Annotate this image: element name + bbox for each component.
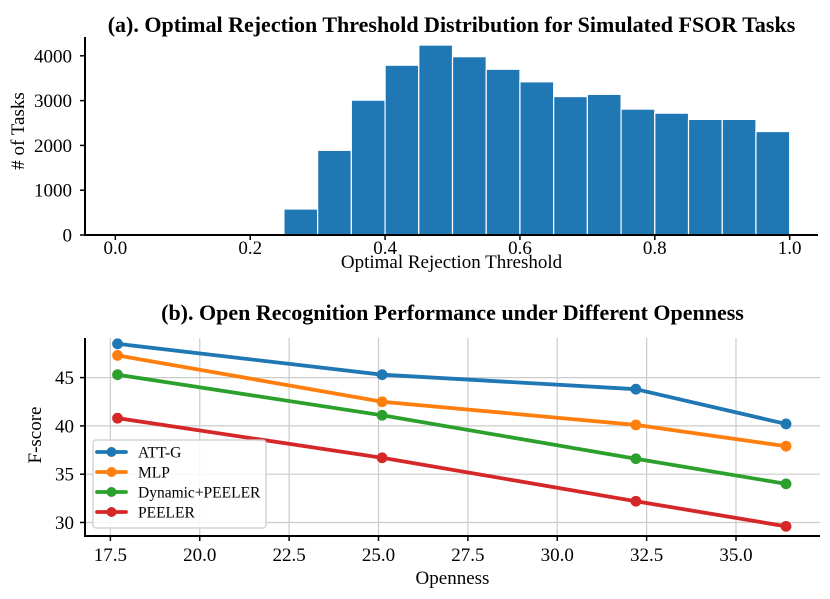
y-tick-label: 4000 — [34, 46, 72, 67]
histogram-bar — [283, 208, 319, 236]
data-point — [630, 495, 642, 507]
y-tick-label: 35 — [55, 465, 74, 486]
legend-box — [92, 439, 267, 529]
line-plot: 17.5 20.0 22.5 25.0 27.5 30.0 32.5 35.0 30 35 40 45… — [55, 338, 820, 566]
legend-entry: ATT-G — [95, 445, 181, 462]
y-tick-label: 0 — [63, 226, 73, 247]
data-point — [112, 412, 123, 424]
legend: ATT-G MLP Dynamic+PEELER PEELER — [92, 439, 267, 529]
y-tick-label: 30 — [55, 513, 74, 534]
data-point — [376, 409, 388, 421]
y-axis-ticks: 0 1000 2000 3000 4000 — [34, 46, 85, 247]
y-tick-label: 1000 — [34, 181, 72, 202]
series-Dynamic+PEELER — [112, 369, 792, 490]
histogram-bar — [519, 81, 555, 236]
histogram-bar — [654, 112, 690, 236]
series-PEELER — [112, 412, 792, 532]
histogram-bar — [687, 118, 723, 236]
x-tick-label: 0.4 — [373, 238, 397, 259]
x-tick-label: 0.8 — [643, 238, 667, 259]
histogram-bar — [451, 56, 487, 236]
data-point — [630, 383, 642, 395]
legend-marker — [106, 467, 117, 477]
data-point — [780, 478, 792, 490]
histogram-plot: 0.0 0.2 0.4 0.6 0.8 1.0 0 1000 2000 3000 4000 — [34, 37, 818, 259]
x-axis-ticks: 0.0 0.2 0.4 0.6 0.8 1.0 — [103, 235, 802, 259]
y-axis-ticks: 30 35 40 45 — [55, 368, 85, 534]
x-tick-label: 20.0 — [183, 545, 216, 566]
x-tick-label: 30.0 — [541, 545, 574, 566]
series-line — [115, 372, 788, 486]
x-tick-label: 17.5 — [94, 545, 127, 566]
histogram-bar — [620, 108, 656, 236]
histogram-bar — [755, 130, 791, 236]
histogram-bar — [721, 118, 757, 236]
series-line — [115, 341, 788, 426]
data-point — [112, 369, 123, 381]
chart-b-xlabel: Openness — [415, 568, 490, 589]
histogram-bar — [586, 93, 622, 236]
chart-b-ylabel: F-score — [25, 406, 46, 464]
data-point — [630, 419, 642, 431]
x-tick-label: 35.0 — [719, 545, 752, 566]
legend-entry: MLP — [95, 465, 170, 482]
legend-entry: Dynamic+PEELER — [95, 485, 261, 502]
x-tick-label: 0.6 — [508, 238, 532, 259]
data-point — [376, 369, 388, 381]
legend-label: PEELER — [138, 505, 195, 522]
data-point — [780, 418, 792, 430]
chart-a-ylabel: # of Tasks — [8, 92, 29, 170]
histogram-bar — [485, 68, 521, 236]
series-line — [115, 353, 788, 449]
chart-b-title: (b). Open Recognition Performance under … — [161, 300, 744, 325]
x-tick-label: 0.0 — [103, 238, 127, 259]
histogram-bar — [553, 95, 588, 236]
y-tick-label: 40 — [55, 416, 74, 437]
data-point — [376, 396, 388, 408]
x-tick-label: 25.0 — [362, 545, 395, 566]
y-tick-label: 3000 — [34, 91, 72, 112]
histogram-bar — [350, 99, 386, 236]
legend-label: Dynamic+PEELER — [138, 485, 261, 502]
y-tick-label: 45 — [55, 368, 74, 389]
histogram-bar — [317, 149, 352, 236]
y-tick-label: 2000 — [34, 136, 72, 157]
legend-label: MLP — [138, 465, 170, 482]
series-line — [115, 416, 788, 529]
series-MLP — [112, 349, 792, 452]
legend-entry: PEELER — [95, 505, 195, 522]
x-tick-label: 27.5 — [451, 545, 484, 566]
legend-marker — [106, 447, 117, 457]
x-tick-label: 32.5 — [630, 545, 663, 566]
x-tick-label: 0.2 — [238, 238, 262, 259]
data-point — [780, 440, 792, 452]
histogram-bars — [283, 44, 791, 236]
data-point — [780, 520, 792, 532]
data-point — [112, 338, 123, 350]
data-point — [630, 453, 642, 465]
x-tick-label: 22.5 — [273, 545, 306, 566]
data-point — [376, 452, 388, 464]
x-axis-ticks: 17.5 20.0 22.5 25.0 27.5 30.0 32.5 35.0 — [94, 536, 753, 566]
histogram-bar — [384, 64, 420, 236]
legend-marker — [106, 487, 117, 497]
data-point — [112, 349, 123, 361]
series-ATT-G — [112, 338, 792, 430]
legend-marker — [106, 507, 117, 517]
legend-label: ATT-G — [138, 445, 181, 462]
histogram-bar — [418, 44, 454, 236]
chart-a-title: (a). Optimal Rejection Threshold Distrib… — [107, 12, 796, 37]
x-tick-label: 1.0 — [778, 238, 802, 259]
chart-a-xlabel: Optimal Rejection Threshold — [340, 252, 563, 273]
